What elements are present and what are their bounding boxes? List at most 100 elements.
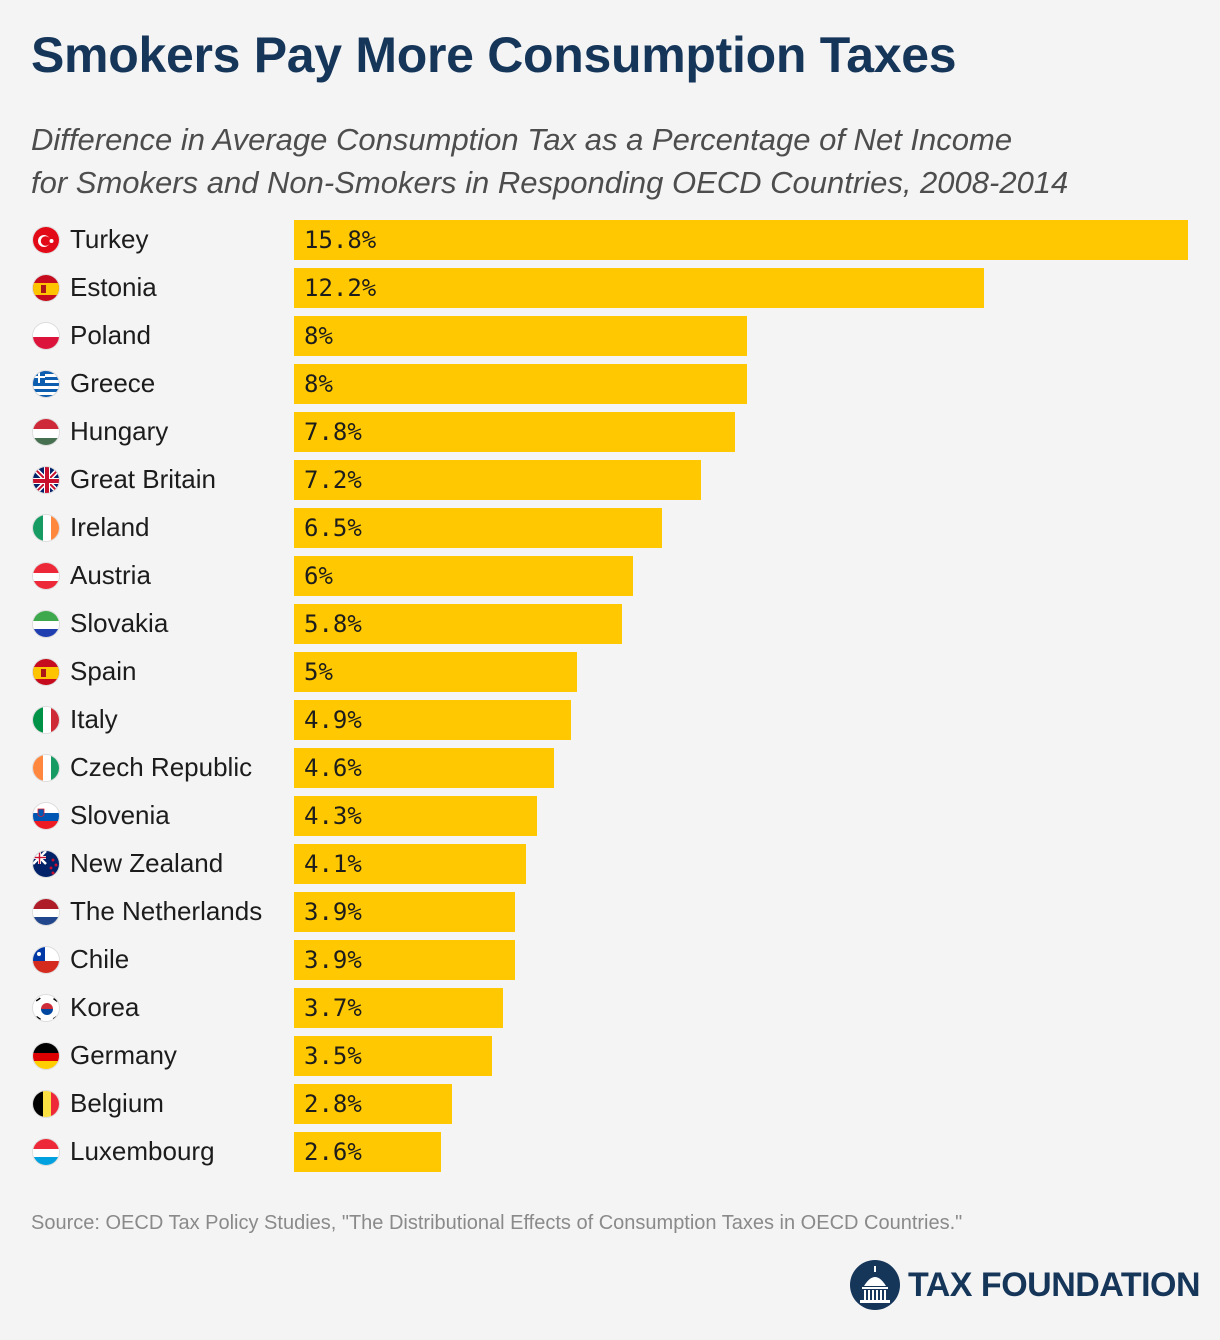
data-label: 3.9% [304, 898, 362, 926]
bar-germany [294, 1036, 492, 1076]
data-label: 6% [304, 562, 333, 590]
chart-row-new-zealand: New Zealand 4.1% [0, 844, 1220, 884]
czech-republic-flag-icon [32, 754, 60, 782]
category-label: Italy [70, 704, 118, 734]
capitol-dome-icon [850, 1260, 900, 1310]
data-label: 4.6% [304, 754, 362, 782]
data-label: 7.8% [304, 418, 362, 446]
data-label: 5.8% [304, 610, 362, 638]
subtitle-line-2: for Smokers and Non-Smokers in Respondin… [31, 165, 1069, 200]
category-label: Germany [70, 1040, 177, 1070]
bar-belgium [294, 1084, 452, 1124]
bar-poland [294, 316, 747, 356]
bar-new-zealand [294, 844, 526, 884]
spain-flag-icon [32, 658, 60, 686]
bar-slovakia [294, 604, 622, 644]
chart-row-austria: Austria 6% [0, 556, 1220, 596]
austria-flag-icon [32, 562, 60, 590]
category-label: Austria [70, 560, 151, 590]
slovenia-flag-icon [32, 802, 60, 830]
slovakia-flag-icon [32, 610, 60, 638]
chart-title: Smokers Pay More Consumption Taxes [31, 27, 957, 83]
category-label: Poland [70, 320, 151, 350]
chart-row-luxembourg: Luxembourg 2.6% [0, 1132, 1220, 1172]
category-label: Czech Republic [70, 752, 253, 782]
source-note: Source: OECD Tax Policy Studies, "The Di… [31, 1212, 963, 1234]
data-label: 12.2% [304, 274, 377, 302]
chile-flag-icon [32, 946, 60, 974]
category-label: Luxembourg [70, 1136, 215, 1166]
bar-chile [294, 940, 515, 980]
category-label: Turkey [70, 224, 149, 254]
chart-row-ireland: Ireland 6.5% [0, 508, 1220, 548]
data-label: 5% [304, 658, 333, 686]
chart-row-belgium: Belgium 2.8% [0, 1084, 1220, 1124]
data-label: 7.2% [304, 466, 362, 494]
chart-row-greece: Greece 8% [0, 364, 1220, 404]
chart-row-korea: Korea 3.7% [0, 988, 1220, 1028]
greece-flag-icon [32, 370, 60, 398]
chart-row-estonia: Estonia 12.2% [0, 268, 1220, 308]
germany-flag-icon [32, 1042, 60, 1070]
data-label: 3.7% [304, 994, 362, 1022]
chart-row-chile: Chile 3.9% [0, 940, 1220, 980]
data-label: 4.9% [304, 706, 362, 734]
category-label: Ireland [70, 512, 150, 542]
bar-ireland [294, 508, 662, 548]
data-label: 4.1% [304, 850, 362, 878]
category-label: Great Britain [70, 464, 216, 494]
belgium-flag-icon [32, 1090, 60, 1118]
bar-slovenia [294, 796, 537, 836]
bar-korea [294, 988, 503, 1028]
luxembourg-flag-icon [32, 1138, 60, 1166]
chart-row-the-netherlands: The Netherlands 3.9% [0, 892, 1220, 932]
logo-text: TAX FOUNDATION [908, 1266, 1201, 1304]
turkey-flag-icon [32, 226, 60, 254]
new-zealand-flag-icon [32, 850, 60, 878]
data-label: 2.6% [304, 1138, 362, 1166]
category-label: Belgium [70, 1088, 164, 1118]
subtitle-line-1: Difference in Average Consumption Tax as… [31, 122, 1013, 157]
category-label: Hungary [70, 416, 169, 446]
category-label: Slovenia [70, 800, 170, 830]
bar-luxembourg [294, 1132, 441, 1172]
poland-flag-icon [32, 322, 60, 350]
chart-row-great-britain: Great Britain 7.2% [0, 460, 1220, 500]
data-label: 8% [304, 370, 333, 398]
chart-row-italy: Italy 4.9% [0, 700, 1220, 740]
chart-row-slovakia: Slovakia 5.8% [0, 604, 1220, 644]
data-label: 6.5% [304, 514, 362, 542]
chart-row-spain: Spain 5% [0, 652, 1220, 692]
ireland-flag-icon [32, 514, 60, 542]
bar-italy [294, 700, 571, 740]
data-label: 8% [304, 322, 333, 350]
bar-austria [294, 556, 633, 596]
chart-row-czech-republic: Czech Republic 4.6% [0, 748, 1220, 788]
category-label: The Netherlands [70, 896, 263, 926]
data-label: 2.8% [304, 1090, 362, 1118]
data-label: 3.5% [304, 1042, 362, 1070]
korea-flag-icon [32, 994, 60, 1022]
data-label: 3.9% [304, 946, 362, 974]
category-label: Korea [70, 992, 140, 1022]
netherlands-flag-icon [32, 898, 60, 926]
category-label: Chile [70, 944, 130, 974]
category-label: Slovakia [70, 608, 169, 638]
category-label: New Zealand [70, 848, 224, 878]
italy-flag-icon [32, 706, 60, 734]
bar-spain [294, 652, 577, 692]
bar-great-britain [294, 460, 701, 500]
bar-czech-republic [294, 748, 554, 788]
bar-greece [294, 364, 747, 404]
category-label: Greece [70, 368, 156, 398]
category-label: Spain [70, 656, 137, 686]
great-britain-flag-icon [32, 466, 60, 494]
estonia-flag-icon [32, 274, 60, 302]
data-label: 15.8% [304, 226, 377, 254]
bar-turkey [294, 220, 1188, 260]
bar-hungary [294, 412, 735, 452]
hungary-flag-icon [32, 418, 60, 446]
chart-row-hungary: Hungary 7.8% [0, 412, 1220, 452]
tax-foundation-logo: TAX FOUNDATION [850, 1258, 1201, 1314]
